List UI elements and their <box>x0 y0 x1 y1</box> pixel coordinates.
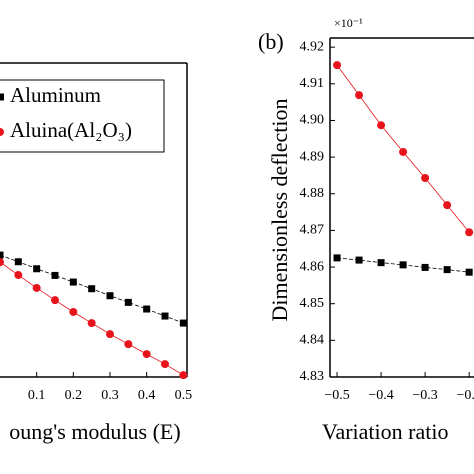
marker <box>69 307 78 316</box>
x-tick-label: 0.5 <box>175 388 193 403</box>
marker <box>33 265 41 273</box>
legend-marker <box>0 128 4 136</box>
marker <box>106 330 114 339</box>
y-tick-label: 4.84 <box>300 333 325 348</box>
x-axis-label: Variation ratio <box>322 419 448 444</box>
y-axis-label: Dimensionless deflection <box>267 98 292 321</box>
marker <box>443 201 452 210</box>
y-tick-label: 4.86 <box>300 259 325 274</box>
x-tick-label: −0.4 <box>368 388 393 403</box>
marker <box>14 258 22 266</box>
legend-marker <box>0 93 4 101</box>
marker <box>443 266 451 274</box>
legend-label: Aluminum <box>10 83 101 107</box>
marker <box>465 228 474 237</box>
y-tick-label: 4.85 <box>300 296 325 311</box>
marker <box>399 261 407 269</box>
marker <box>465 268 473 276</box>
marker <box>421 173 430 182</box>
marker <box>377 121 386 130</box>
x-tick-label: 0.1 <box>28 388 46 403</box>
y-tick-label: 4.88 <box>300 186 325 201</box>
marker <box>161 312 169 320</box>
panel-label: (b) <box>258 29 284 54</box>
marker <box>179 319 187 327</box>
y-tick-label: 4.83 <box>300 369 325 384</box>
marker <box>161 360 169 369</box>
marker <box>142 350 151 359</box>
x-tick-label: 0.2 <box>65 388 83 403</box>
legend-label: Aluina(Al₂O₃) <box>10 118 132 142</box>
y-tick-label: 4.89 <box>300 149 325 164</box>
y-tick-label: 4.91 <box>300 76 325 91</box>
marker <box>421 263 429 271</box>
x-tick-label: −0.5 <box>324 388 349 403</box>
marker <box>377 259 385 267</box>
marker <box>0 258 4 267</box>
marker <box>399 147 408 156</box>
y-tick-label: 4.87 <box>300 223 325 238</box>
y-tick-label: 4.92 <box>300 39 325 54</box>
legend-box <box>0 79 165 153</box>
marker <box>69 278 77 286</box>
marker <box>51 296 59 305</box>
x-axis-label: oung's modulus (E) <box>9 419 180 444</box>
marker <box>124 340 133 349</box>
x-tick-label: 0.4 <box>138 388 156 403</box>
marker <box>0 251 4 259</box>
marker <box>355 256 363 264</box>
marker <box>143 305 151 313</box>
marker <box>87 319 96 328</box>
y-tick-label: 4.90 <box>300 113 325 128</box>
marker <box>14 271 23 280</box>
marker <box>51 271 59 279</box>
marker <box>355 91 364 100</box>
marker <box>106 292 114 300</box>
marker <box>179 371 188 380</box>
marker <box>333 61 342 70</box>
marker <box>32 283 41 292</box>
exponent-annotation: ×10⁻¹ <box>334 16 363 30</box>
x-tick-label: 0.3 <box>101 388 119 403</box>
x-tick-label: −0.2 <box>456 388 474 403</box>
x-tick-label: −0.3 <box>412 388 437 403</box>
marker <box>88 285 96 293</box>
marker <box>333 254 341 262</box>
marker <box>124 298 132 306</box>
